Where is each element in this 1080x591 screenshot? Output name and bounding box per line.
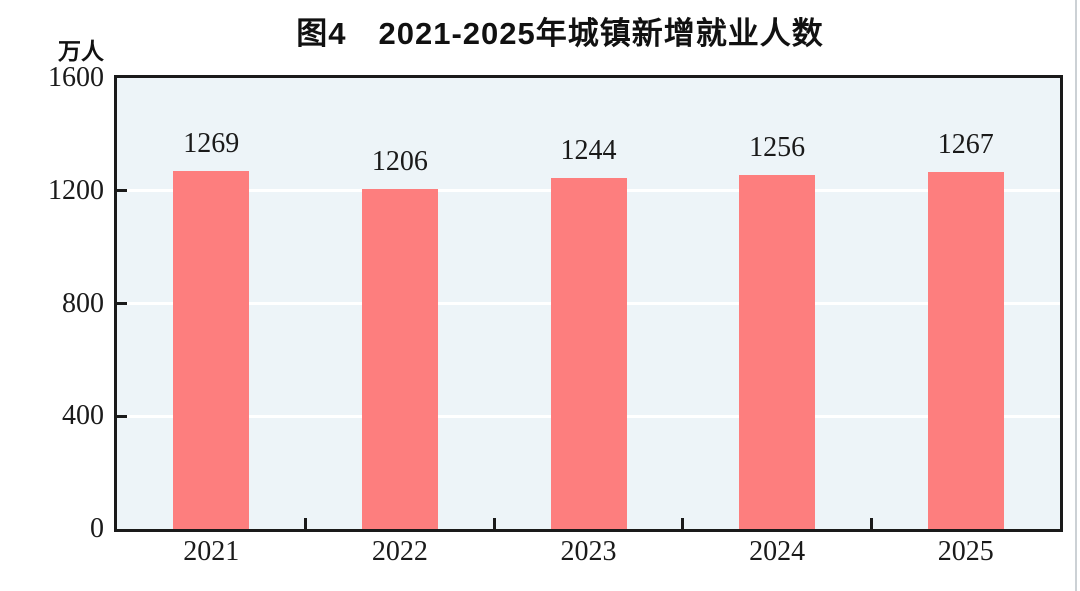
bar-value-label-2022: 1206 [371, 146, 428, 178]
x-tick-boundary-3 [681, 518, 685, 529]
y-axis-unit-label: 万人 [58, 38, 104, 64]
bar-2022: 1206 [361, 148, 438, 529]
plot-area: 1269 1206 1244 1256 1267 [114, 75, 1063, 532]
bar-value-label-2024: 1256 [749, 131, 806, 163]
page-edge-line [1075, 0, 1077, 591]
chart-title: 图4 2021-2025年城镇新增就业人数 [296, 16, 824, 51]
bar-2025: 1267 [927, 130, 1004, 529]
bar-value-label-2023: 1244 [560, 135, 617, 167]
bar-2023: 1244 [550, 137, 627, 529]
y-tick-400 [117, 414, 127, 418]
y-tick-label-1200: 1200 [48, 174, 104, 206]
bar-value-label-2025: 1267 [937, 128, 994, 160]
x-tick-boundary-4 [869, 518, 873, 529]
x-tick-boundary-2 [492, 518, 496, 529]
y-tick-label-400: 400 [62, 400, 104, 432]
y-tick-label-0: 0 [90, 513, 104, 544]
y-tick-label-800: 800 [62, 287, 104, 319]
bar-value-label-2021: 1269 [183, 128, 240, 160]
y-tick-1200 [117, 189, 127, 193]
x-tick-label-2025: 2025 [937, 536, 994, 567]
bar-2024: 1256 [739, 133, 816, 529]
x-tick-label-2024: 2024 [749, 536, 806, 567]
x-tick-label-2023: 2023 [560, 536, 617, 567]
y-tick-800 [117, 302, 127, 305]
x-tick-label-2022: 2022 [371, 536, 428, 567]
x-tick-label-2021: 2021 [183, 536, 240, 567]
y-tick-label-1600: 1600 [48, 62, 104, 93]
bar-2021: 1269 [173, 130, 250, 529]
x-tick-boundary-1 [304, 518, 308, 529]
